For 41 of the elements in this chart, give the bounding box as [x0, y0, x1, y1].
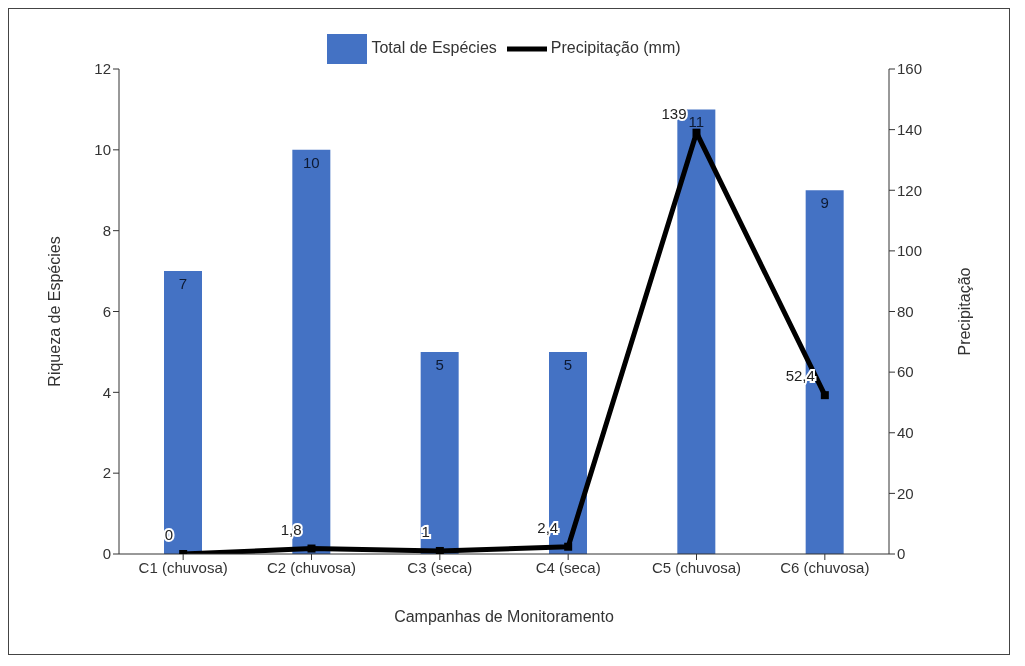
data-label: 7	[178, 275, 188, 293]
x-tick-label: C6 (chuvosa)	[780, 558, 870, 576]
legend-label: Precipitação (mm)	[550, 39, 681, 57]
y-tick-label: 12	[94, 60, 111, 78]
data-label: 10	[302, 153, 320, 171]
y2-tick-label: 60	[897, 363, 914, 381]
point	[307, 544, 316, 553]
y2-tick-label: 140	[897, 120, 923, 138]
point	[564, 542, 573, 551]
y2-tick-label: 20	[897, 484, 914, 502]
x-tick-label: C5 (chuvosa)	[651, 558, 742, 576]
y2-tick-label: 160	[897, 60, 923, 78]
point	[692, 128, 701, 137]
data-label: 9	[820, 194, 829, 212]
point	[820, 391, 829, 400]
point	[435, 546, 444, 554]
y2-tick-label: 100	[897, 242, 923, 260]
y-tick-label: 6	[102, 302, 111, 320]
x-axis-title: Campanhas de Monitoramento	[394, 608, 614, 625]
bar	[164, 271, 202, 554]
x-tick-label: C3 (seca)	[407, 558, 473, 576]
y2-axis-title: Precipitação	[955, 267, 973, 356]
data-label: 1	[421, 522, 430, 540]
y2-tick-label: 40	[897, 424, 914, 442]
y-tick-label: 8	[102, 221, 111, 239]
data-label: 11	[688, 113, 705, 131]
x-tick-label: C4 (seca)	[535, 558, 601, 576]
data-label: 5	[435, 355, 444, 373]
y2-tick-label: 120	[897, 181, 923, 199]
data-label: 0	[164, 526, 174, 543]
y-tick-label: 4	[102, 383, 111, 401]
x-tick-label: C2 (chuvosa)	[266, 558, 357, 576]
legend-label: Total de Espécies	[371, 39, 497, 57]
y-tick-label: 10	[94, 141, 111, 159]
data-label: 5	[563, 355, 573, 373]
y-axis-title: Riqueza de Espécies	[45, 236, 63, 387]
y-tick-label: 0	[102, 545, 111, 563]
y2-tick-label: 80	[897, 302, 914, 320]
x-tick-label: C1 (chuvosa)	[138, 558, 228, 576]
y-tick-label: 2	[102, 464, 111, 482]
y2-tick-label: 0	[897, 545, 906, 563]
